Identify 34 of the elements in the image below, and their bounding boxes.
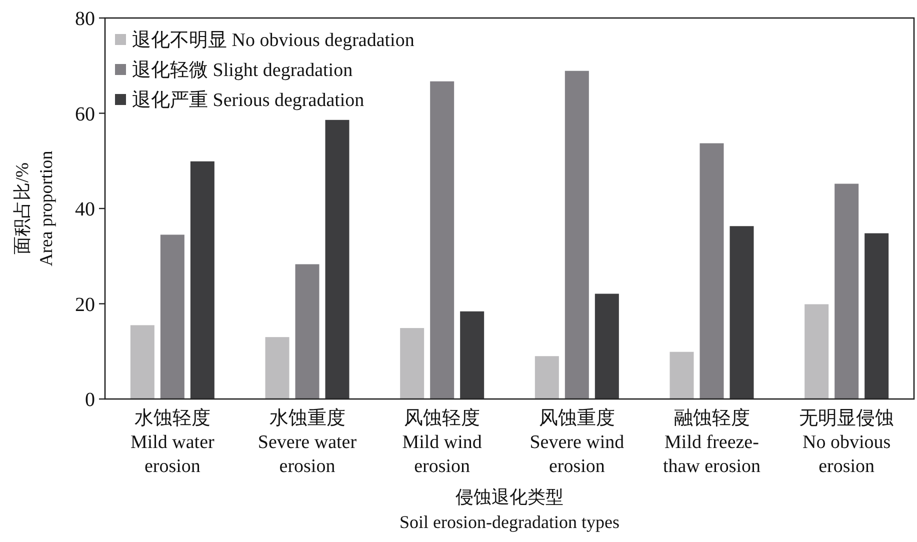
bar: [864, 233, 889, 399]
bar: [594, 294, 619, 399]
bar: [834, 184, 859, 399]
bar: [265, 337, 290, 399]
bar: [730, 226, 754, 399]
bar: [130, 325, 154, 399]
x-tick-label: 融蚀轻度 Mild freeze- thaw erosion: [662, 407, 762, 477]
bar: [670, 352, 694, 399]
bar: [700, 143, 724, 399]
bar: [430, 81, 454, 399]
bar: [460, 311, 484, 399]
y-tick-label: 20: [75, 294, 95, 316]
x-tick-label: 无明显侵蚀 No obvious erosion: [799, 408, 894, 477]
bar: [295, 264, 320, 399]
x-tick-label: 风蚀重度 Severe wind erosion: [530, 407, 625, 477]
y-tick-label: 60: [75, 103, 95, 126]
y-tick-label: 40: [75, 198, 95, 220]
legend-label: 退化严重 Serious degradation: [132, 90, 365, 111]
bar: [400, 328, 424, 399]
bar: [804, 304, 829, 399]
y-tick-label: 80: [75, 8, 95, 30]
bar: [160, 234, 184, 399]
bar: [564, 70, 589, 399]
x-tick-label: 水蚀轻度 Mild water erosion: [130, 407, 216, 477]
x-axis-title: 侵蚀退化类型 Soil erosion-degradation types: [400, 487, 620, 532]
legend-label: 退化轻微 Slight degradation: [132, 60, 354, 81]
y-tick-label: 0: [85, 389, 95, 411]
x-tick-label: 风蚀轻度 Mild wind erosion: [402, 407, 482, 477]
bar: [534, 356, 559, 399]
bar: [190, 161, 214, 399]
y-axis-title: 面积占比/% Area proportion: [12, 150, 56, 266]
legend-label: 退化不明显 No obvious degradation: [132, 30, 415, 51]
x-tick-label: 水蚀重度 Severe water erosion: [258, 407, 358, 477]
bar: [325, 120, 350, 399]
